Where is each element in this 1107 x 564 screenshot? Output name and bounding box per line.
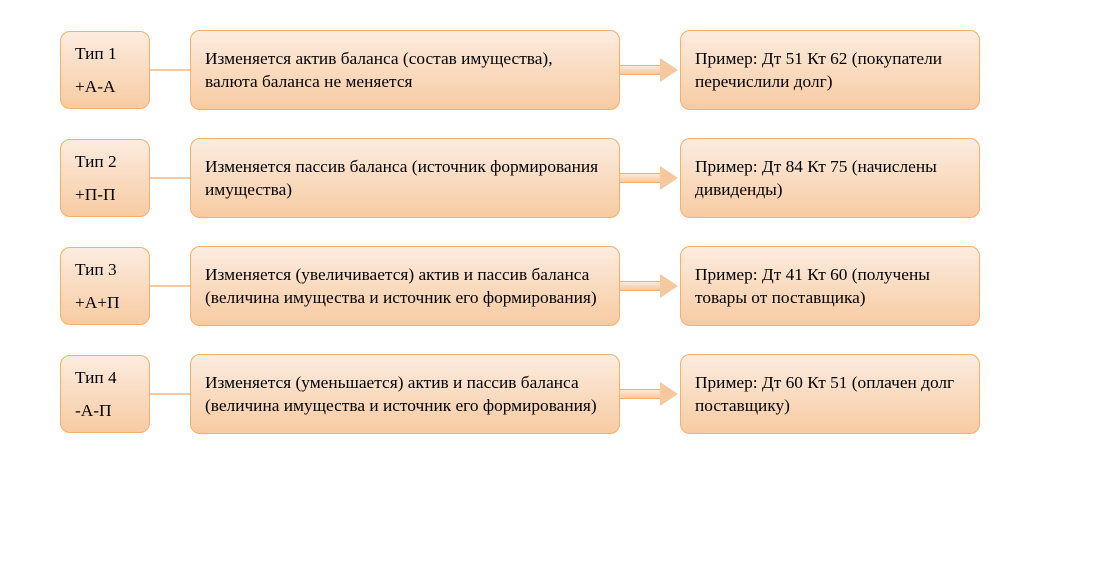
description-text: Изменяется (увеличивается) актив и пасси… (205, 263, 605, 310)
diagram-row: Тип 1 +А-А Изменяется актив баланса (сос… (60, 30, 1047, 110)
type-title: Тип 4 (75, 366, 135, 389)
connector-arrow (620, 58, 680, 82)
arrow-shaft (620, 173, 660, 183)
type-title: Тип 1 (75, 42, 135, 65)
diagram-row: Тип 2 +П-П Изменяется пассив баланса (ис… (60, 138, 1047, 218)
type-title: Тип 3 (75, 258, 135, 281)
example-box: Пример: Дт 60 Кт 51 (оплачен долг постав… (680, 354, 980, 434)
description-box: Изменяется (увеличивается) актив и пасси… (190, 246, 620, 326)
diagram-canvas: Тип 1 +А-А Изменяется актив баланса (сос… (0, 0, 1107, 564)
type-box: Тип 1 +А-А (60, 31, 150, 110)
arrow-head-icon (660, 274, 678, 298)
arrow-head-icon (660, 382, 678, 406)
diagram-row: Тип 4 -А-П Изменяется (уменьшается) акти… (60, 354, 1047, 434)
diagram-row: Тип 3 +А+П Изменяется (увеличивается) ак… (60, 246, 1047, 326)
type-box: Тип 2 +П-П (60, 139, 150, 218)
description-box: Изменяется пассив баланса (источник форм… (190, 138, 620, 218)
description-text: Изменяется пассив баланса (источник форм… (205, 155, 605, 202)
description-box: Изменяется актив баланса (состав имущест… (190, 30, 620, 110)
description-text: Изменяется (уменьшается) актив и пассив … (205, 371, 605, 418)
type-formula: +А-А (75, 75, 135, 98)
connector-arrow (620, 382, 680, 406)
connector-arrow (620, 274, 680, 298)
arrow-head-icon (660, 58, 678, 82)
arrow-shaft (620, 281, 660, 291)
connector-line (150, 177, 190, 179)
type-box: Тип 3 +А+П (60, 247, 150, 326)
type-title: Тип 2 (75, 150, 135, 173)
description-text: Изменяется актив баланса (состав имущест… (205, 47, 605, 94)
example-box: Пример: Дт 41 Кт 60 (получены товары от … (680, 246, 980, 326)
example-text: Пример: Дт 41 Кт 60 (получены товары от … (695, 263, 965, 310)
connector-line (150, 393, 190, 395)
example-text: Пример: Дт 51 Кт 62 (покупатели перечисл… (695, 47, 965, 94)
connector-line (150, 285, 190, 287)
type-formula: +П-П (75, 183, 135, 206)
connector-line (150, 69, 190, 71)
type-box: Тип 4 -А-П (60, 355, 150, 434)
type-formula: -А-П (75, 399, 135, 422)
arrow-head-icon (660, 166, 678, 190)
type-formula: +А+П (75, 291, 135, 314)
connector-arrow (620, 166, 680, 190)
arrow-shaft (620, 65, 660, 75)
example-text: Пример: Дт 60 Кт 51 (оплачен долг постав… (695, 371, 965, 418)
description-box: Изменяется (уменьшается) актив и пассив … (190, 354, 620, 434)
arrow-shaft (620, 389, 660, 399)
example-box: Пример: Дт 84 Кт 75 (начислены дивиденды… (680, 138, 980, 218)
example-text: Пример: Дт 84 Кт 75 (начислены дивиденды… (695, 155, 965, 202)
example-box: Пример: Дт 51 Кт 62 (покупатели перечисл… (680, 30, 980, 110)
